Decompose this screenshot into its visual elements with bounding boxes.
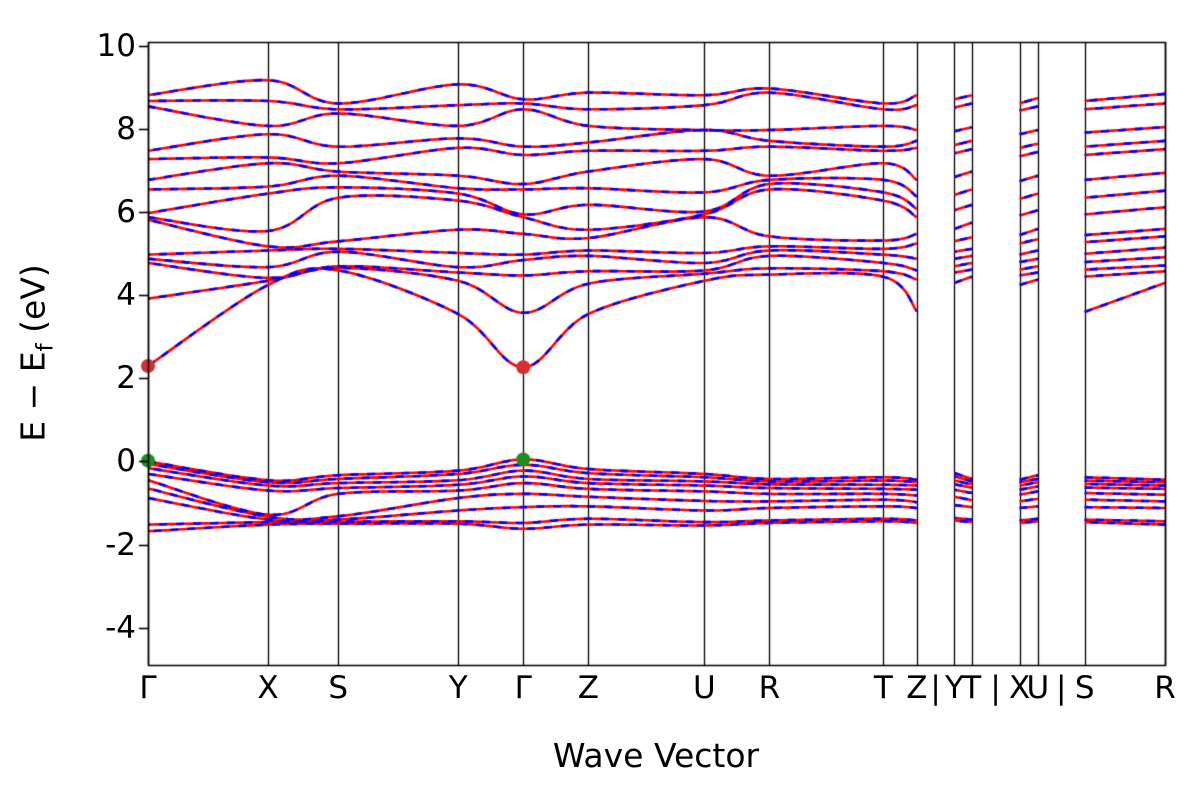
k-point-label: S — [1074, 670, 1095, 706]
branch-separator-label: | — [1056, 670, 1067, 706]
y-tick-label: 2 — [116, 360, 136, 397]
y-tick-label: -4 — [105, 609, 136, 646]
y-tick-label: 8 — [116, 111, 136, 148]
k-point-label: Z — [906, 670, 928, 706]
k-point-label: X — [257, 670, 279, 706]
k-point-label: U — [692, 670, 716, 706]
k-point-label: Γ — [514, 670, 532, 706]
k-point-label: R — [1154, 670, 1176, 706]
k-point-label: Γ — [139, 670, 157, 706]
k-point-label: U — [1026, 670, 1050, 706]
k-point-label: Z — [577, 670, 599, 706]
k-point-label: T — [962, 670, 982, 706]
y-tick-label: 0 — [116, 443, 136, 480]
y-tick-label: -2 — [105, 526, 136, 563]
y-tick-label: 6 — [116, 194, 136, 231]
x-axis-label: Wave Vector — [552, 736, 760, 775]
y-tick-label: 10 — [96, 28, 136, 65]
y-tick-label: 4 — [116, 277, 136, 314]
k-point-label: Y — [945, 670, 964, 706]
branch-separator-label: | — [930, 670, 941, 706]
branch-separator-label: | — [990, 670, 1001, 706]
y-axis-label-sub: f — [32, 343, 59, 352]
k-point-label: T — [873, 670, 893, 706]
k-point-label: Y — [448, 670, 468, 706]
k-point-label: R — [758, 670, 781, 706]
k-point-label: S — [328, 670, 349, 706]
k-point-label: X — [1008, 670, 1031, 706]
